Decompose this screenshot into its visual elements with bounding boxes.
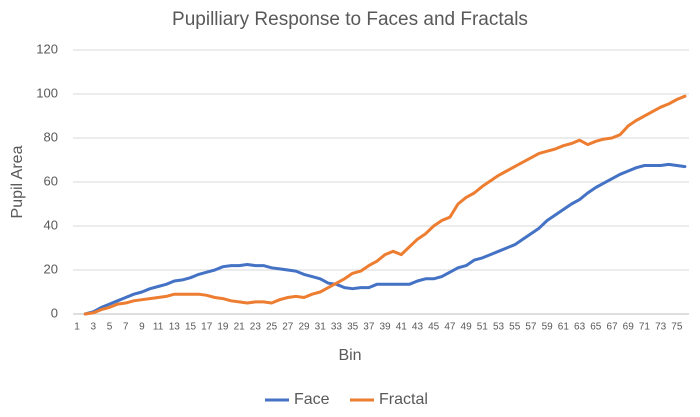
x-tick-label: 27 <box>282 322 294 333</box>
x-tick-label: 61 <box>558 322 570 333</box>
x-tick-label: 23 <box>250 322 262 333</box>
x-tick-label: 7 <box>123 322 129 333</box>
x-tick-label: 49 <box>461 322 473 333</box>
x-tick-label: 1 <box>74 322 80 333</box>
x-tick-label: 3 <box>90 322 96 333</box>
legend-label: Fractal <box>379 391 428 408</box>
chart-title: Pupilliary Response to Faces and Fractal… <box>172 9 528 30</box>
x-tick-label: 53 <box>493 322 505 333</box>
x-tick-label: 9 <box>139 322 145 333</box>
y-axis-label: Pupil Area <box>9 145 26 218</box>
x-tick-label: 47 <box>444 322 456 333</box>
y-tick-label: 60 <box>44 173 58 188</box>
x-tick-label: 17 <box>201 322 213 333</box>
x-tick-label: 13 <box>169 322 181 333</box>
x-tick-label: 57 <box>525 322 537 333</box>
x-tick-label: 35 <box>347 322 359 333</box>
x-tick-label: 73 <box>655 322 667 333</box>
y-tick-label: 0 <box>51 305 58 320</box>
x-tick-label: 71 <box>639 322 651 333</box>
x-tick-label: 33 <box>331 322 343 333</box>
y-tick-label: 20 <box>44 261 58 276</box>
x-tick-label: 51 <box>477 322 489 333</box>
x-tick-label: 43 <box>412 322 424 333</box>
x-tick-label: 15 <box>185 322 197 333</box>
x-tick-label: 65 <box>590 322 602 333</box>
line <box>83 162 687 316</box>
x-tick-label: 41 <box>396 322 408 333</box>
x-tick-label: 55 <box>509 322 521 333</box>
x-tick-label: 63 <box>574 322 586 333</box>
y-tick-label: 40 <box>44 217 58 232</box>
line <box>83 94 687 316</box>
y-tick-label: 80 <box>44 129 58 144</box>
x-tick-label: 5 <box>107 322 113 333</box>
x-tick-label: 45 <box>428 322 440 333</box>
x-tick-label: 75 <box>671 322 683 333</box>
x-tick-label: 69 <box>623 322 635 333</box>
x-tick-label: 25 <box>266 322 278 333</box>
x-tick-label: 19 <box>217 322 229 333</box>
y-tick-label: 120 <box>36 41 58 56</box>
x-tick-label: 29 <box>298 322 310 333</box>
x-tick-label: 31 <box>315 322 327 333</box>
legend-label: Face <box>294 391 330 408</box>
x-tick-label: 59 <box>542 322 554 333</box>
x-tick-label: 11 <box>153 322 164 333</box>
x-tick-label: 21 <box>234 322 246 333</box>
x-tick-label: 67 <box>606 322 618 333</box>
x-tick-label: 39 <box>379 322 391 333</box>
x-axis-label: Bin <box>338 347 361 364</box>
y-tick-label: 100 <box>36 85 58 100</box>
x-tick-label: 37 <box>363 322 375 333</box>
